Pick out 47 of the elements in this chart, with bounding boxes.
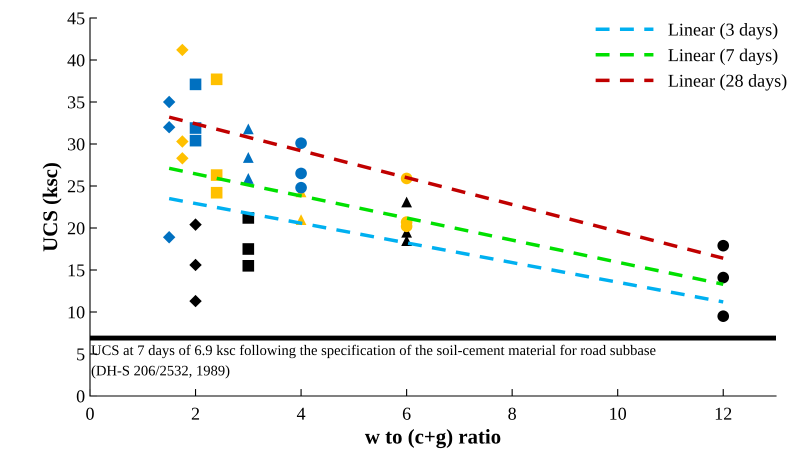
point xyxy=(190,78,202,90)
point xyxy=(176,135,189,148)
y-tick-label: 25 xyxy=(68,180,84,192)
x-tick-label: 12 xyxy=(716,408,732,420)
x-tick-label: 10 xyxy=(610,408,626,420)
point xyxy=(162,120,176,134)
x-tick-label: 6 xyxy=(402,408,411,420)
point xyxy=(295,137,307,149)
y-tick-label: 0 xyxy=(76,390,84,402)
y-tick-label: 30 xyxy=(68,138,84,150)
point xyxy=(242,124,254,134)
legend-label: Linear (3 days) xyxy=(668,23,778,40)
x-tick-label: 8 xyxy=(508,408,516,420)
point xyxy=(210,74,222,86)
point xyxy=(295,168,307,180)
legend-label: Linear (7 days) xyxy=(668,48,778,66)
point xyxy=(210,186,222,199)
y-tick-label: 35 xyxy=(68,96,84,108)
point xyxy=(242,243,254,255)
point xyxy=(176,44,189,56)
x-tick-label: 0 xyxy=(86,408,94,420)
point xyxy=(401,196,412,208)
x-tick-label: 4 xyxy=(296,408,306,420)
point xyxy=(189,258,202,272)
point xyxy=(242,152,254,163)
point xyxy=(295,182,307,194)
y-tick-label: 40 xyxy=(67,54,84,66)
x-axis-title: w to (c+g) ratio xyxy=(364,429,500,448)
x-tick-label: 2 xyxy=(192,408,200,420)
point xyxy=(162,96,176,108)
point xyxy=(717,240,730,252)
y-axis-title: UCS (ksc) xyxy=(42,163,62,252)
point xyxy=(242,260,254,272)
point xyxy=(176,152,189,164)
y-tick-label: 20 xyxy=(68,222,84,234)
y-tick-label: 10 xyxy=(68,306,84,318)
point xyxy=(189,218,202,231)
legend-label: Linear (28 days) xyxy=(668,74,786,91)
point xyxy=(189,294,202,308)
y-tick-label: 45 xyxy=(67,12,84,24)
point xyxy=(162,231,176,244)
point xyxy=(190,134,202,146)
y-tick-label: 5 xyxy=(77,348,84,360)
ref-line-label: UCS at 7 days of 6.9 ksc following the specification of the soil-cement material for road subbase (DH-S 206/2532, 1989) xyxy=(91,344,656,378)
point xyxy=(717,310,730,322)
y-tick-label: 15 xyxy=(68,264,84,276)
point xyxy=(717,272,730,284)
